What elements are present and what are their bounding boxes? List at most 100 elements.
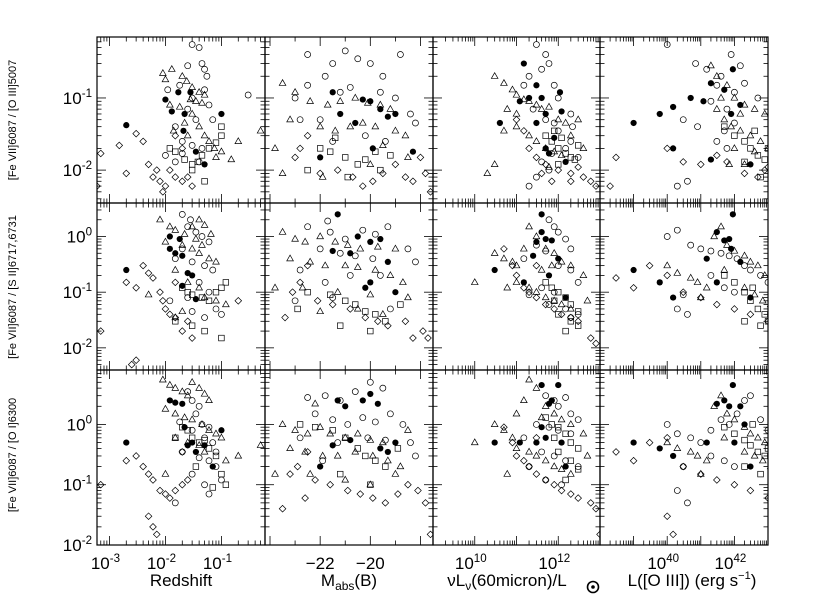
open-circle-point: [567, 138, 575, 145]
filled-circle-point: [189, 439, 196, 446]
open-triangle-point: [195, 248, 204, 256]
open-circle-point: [754, 94, 762, 102]
open-diamond-point: [152, 166, 161, 174]
open-square-point: [218, 334, 225, 342]
open-circle-point: [764, 279, 768, 286]
panel-r2-c4: [599, 202, 769, 371]
open-triangle-point: [574, 115, 583, 123]
open-diamond-point: [679, 158, 688, 166]
open-triangle-point: [161, 75, 170, 83]
open-diamond-point: [508, 438, 517, 447]
open-circle-point: [198, 60, 206, 67]
open-circle-point: [707, 272, 715, 279]
open-triangle-point: [286, 254, 294, 262]
filled-circle-point: [656, 445, 663, 452]
open-square-point: [754, 448, 762, 456]
filled-circle-point: [123, 266, 130, 274]
open-triangle-point: [188, 222, 197, 230]
filled-circle-point: [533, 238, 540, 246]
open-circle-point: [679, 463, 687, 470]
open-triangle-point: [557, 415, 566, 423]
open-diamond-point: [500, 423, 508, 431]
filled-circle-point: [729, 211, 736, 218]
open-triangle-point: [696, 293, 705, 301]
open-square-point: [212, 452, 220, 460]
open-circle-point: [364, 434, 372, 442]
open-diamond-point: [171, 131, 180, 140]
filled-circle-point: [209, 463, 216, 470]
open-circle-point: [304, 81, 311, 89]
filled-circle-point: [731, 439, 738, 446]
open-square-point: [721, 424, 728, 431]
open-circle-point: [412, 452, 419, 460]
open-triangle-point: [341, 261, 350, 269]
open-triangle-point: [566, 131, 575, 139]
open-diamond-point: [730, 480, 739, 489]
open-circle-point: [550, 81, 558, 89]
open-square-point: [218, 123, 225, 130]
open-diamond-point: [97, 182, 101, 190]
open-circle-point: [550, 452, 558, 460]
y-label-row-1: [Fe VII]6087 / [O III]5007: [7, 60, 19, 180]
open-circle-point: [723, 105, 731, 113]
open-circle-point: [376, 272, 384, 279]
open-circle-point: [164, 86, 172, 94]
open-diamond-point: [178, 480, 187, 489]
open-circle-point: [684, 177, 691, 185]
open-square-point: [575, 445, 582, 452]
filled-circle-point: [166, 397, 173, 404]
filled-circle-point: [721, 397, 728, 404]
open-triangle-point: [351, 93, 360, 101]
open-triangle-point: [537, 265, 546, 273]
filled-circle-point: [533, 82, 540, 89]
open-circle-point: [542, 392, 550, 400]
open-circle-point: [731, 288, 738, 296]
filled-circle-point: [558, 439, 565, 446]
open-triangle-point: [318, 451, 327, 459]
filled-circle-point: [533, 119, 540, 127]
open-triangle-point: [188, 377, 197, 385]
filled-circle-point: [729, 66, 736, 73]
open-square-point: [548, 284, 555, 291]
open-triangle-point: [156, 215, 164, 223]
open-diamond-point: [139, 261, 147, 270]
open-circle-point: [382, 138, 389, 145]
open-diamond-point: [713, 476, 721, 484]
open-diamond-point: [663, 512, 671, 521]
open-square-point: [741, 463, 748, 470]
open-triangle-point: [234, 451, 243, 459]
open-square-point: [741, 436, 748, 444]
tick-marks: [432, 369, 601, 546]
open-triangle-point: [212, 257, 220, 265]
filled-circle-point: [409, 148, 417, 155]
open-triangle-point: [341, 433, 350, 441]
open-diamond-point: [149, 523, 157, 531]
open-triangle-point: [483, 169, 492, 176]
filled-circle-point: [342, 403, 349, 410]
open-diamond-point: [409, 177, 417, 186]
open-triangle-point: [750, 290, 759, 298]
open-circle-point: [205, 288, 213, 296]
open-triangle-point: [525, 283, 533, 291]
open-circle-point: [399, 421, 407, 428]
open-circle-point: [201, 86, 208, 94]
filled-circle-point: [562, 158, 569, 165]
open-triangle-point: [188, 109, 197, 117]
open-circle-point: [554, 426, 562, 434]
open-triangle-point: [686, 447, 695, 455]
open-square-point: [342, 154, 349, 161]
open-circle-point: [178, 150, 186, 157]
open-circle-point: [574, 154, 582, 161]
open-triangle-point: [343, 240, 352, 248]
open-triangle-point: [396, 462, 405, 470]
open-square-point: [749, 421, 756, 428]
open-circle-point: [562, 145, 569, 152]
tick-marks: [96, 369, 265, 546]
open-triangle-point: [663, 438, 672, 446]
open-circle-point: [205, 423, 213, 431]
panel-frame: [432, 369, 601, 546]
open-triangle-point: [188, 415, 197, 423]
filled-circle-point: [181, 110, 188, 118]
open-circle-point: [707, 247, 715, 255]
open-circle-point: [562, 235, 569, 243]
